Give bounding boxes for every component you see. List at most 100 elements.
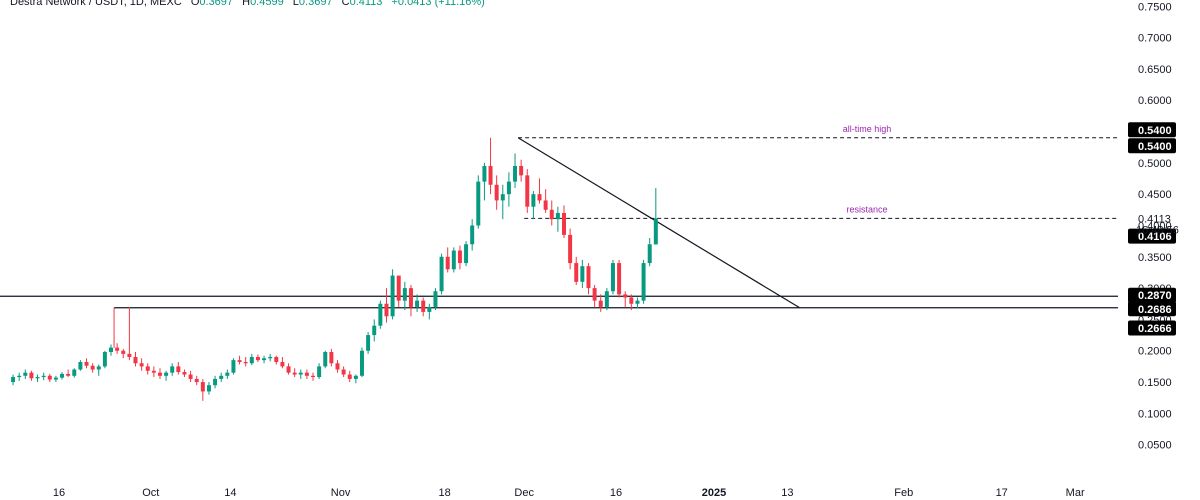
candle xyxy=(286,363,291,375)
candle-body xyxy=(488,165,493,185)
candle-body xyxy=(500,194,505,201)
candle xyxy=(396,275,401,307)
candle xyxy=(598,294,603,312)
candle xyxy=(378,300,383,329)
candle-body xyxy=(311,375,316,378)
candle-body xyxy=(635,300,640,304)
candle-body xyxy=(292,372,297,375)
candle-body xyxy=(176,366,181,373)
price-badge-text: 0.4113 xyxy=(1138,213,1171,225)
candle-body xyxy=(274,357,279,363)
level-badge-text: 0.2666 xyxy=(1138,323,1172,335)
candle-body xyxy=(90,365,95,370)
candle xyxy=(335,360,340,373)
candle xyxy=(133,351,138,367)
candle-body xyxy=(586,266,591,289)
candle xyxy=(366,331,371,354)
candle xyxy=(543,189,548,213)
candle-body xyxy=(629,297,634,304)
candle xyxy=(555,206,560,232)
candle xyxy=(329,348,334,367)
candle-body xyxy=(537,194,542,201)
candle-body xyxy=(225,372,230,376)
candle-body xyxy=(549,209,554,220)
candle-body xyxy=(421,300,426,312)
candle xyxy=(353,374,358,384)
y-tick-label: 0.5000 xyxy=(1138,158,1172,170)
candle xyxy=(225,369,230,379)
candle xyxy=(604,288,609,311)
level-badge xyxy=(1128,287,1176,303)
x-tick-label: 17 xyxy=(996,487,1008,499)
candle-body xyxy=(133,357,138,364)
candle xyxy=(170,363,175,376)
candle xyxy=(35,374,40,383)
candle-body xyxy=(384,303,389,317)
candle-body xyxy=(255,357,260,361)
candle-body xyxy=(35,377,40,379)
bar-countdown: 16:48:56 xyxy=(1136,224,1179,236)
candle-body xyxy=(555,212,560,220)
price-badge xyxy=(1128,138,1176,154)
candle-body xyxy=(200,382,205,392)
candle-body xyxy=(568,234,573,264)
candle-body xyxy=(347,374,352,379)
candle-body xyxy=(562,212,566,235)
candle xyxy=(610,259,615,295)
price-badge-text: 0.5400 xyxy=(1138,141,1172,153)
candle xyxy=(586,263,591,295)
candle xyxy=(188,370,193,383)
x-tick-label: 2025 xyxy=(702,487,726,499)
candle-body xyxy=(580,266,585,282)
candle-body xyxy=(170,366,175,373)
candle-body xyxy=(243,362,248,364)
low-value: 0.3697 xyxy=(298,0,333,8)
candle-body xyxy=(72,369,77,376)
candle xyxy=(347,370,352,383)
candle-body xyxy=(378,303,383,326)
candle xyxy=(237,355,242,365)
level-badge-text: 0.2870 xyxy=(1138,290,1172,302)
candle-body xyxy=(531,194,536,207)
candle-body xyxy=(157,372,162,376)
x-tick-label: 14 xyxy=(224,487,236,499)
candle-body xyxy=(653,218,658,245)
candle xyxy=(311,372,316,381)
candle-body xyxy=(476,181,481,226)
candle-body xyxy=(53,377,58,380)
candle xyxy=(433,288,438,311)
candle xyxy=(84,358,89,369)
candle xyxy=(525,169,530,213)
candle-body xyxy=(188,374,193,379)
candle-body xyxy=(610,263,615,292)
candle-body xyxy=(213,378,218,386)
candle-body xyxy=(298,372,303,375)
candle-body xyxy=(304,372,309,376)
candle xyxy=(200,378,205,401)
x-tick-label: 16 xyxy=(53,487,65,499)
candle-body xyxy=(372,325,377,336)
candle xyxy=(213,375,218,389)
candle-body xyxy=(219,375,224,379)
candle xyxy=(145,363,150,375)
y-tick-label: 0.7000 xyxy=(1138,33,1172,45)
candle-body xyxy=(194,378,199,383)
candle-body xyxy=(164,372,169,376)
candle xyxy=(641,259,646,304)
candle-body xyxy=(457,250,462,264)
candle-body xyxy=(513,165,518,182)
candle xyxy=(274,355,279,365)
candle xyxy=(549,200,554,226)
y-tick-label: 0.2000 xyxy=(1138,346,1172,358)
candle-body xyxy=(464,244,469,264)
candle-body xyxy=(249,357,254,364)
candle-body xyxy=(359,350,364,376)
candle xyxy=(482,162,487,201)
candle xyxy=(439,253,444,295)
candle xyxy=(617,259,622,298)
candle xyxy=(72,368,77,378)
candle-body xyxy=(115,347,120,351)
candle-body xyxy=(494,184,499,201)
candle xyxy=(292,368,297,378)
